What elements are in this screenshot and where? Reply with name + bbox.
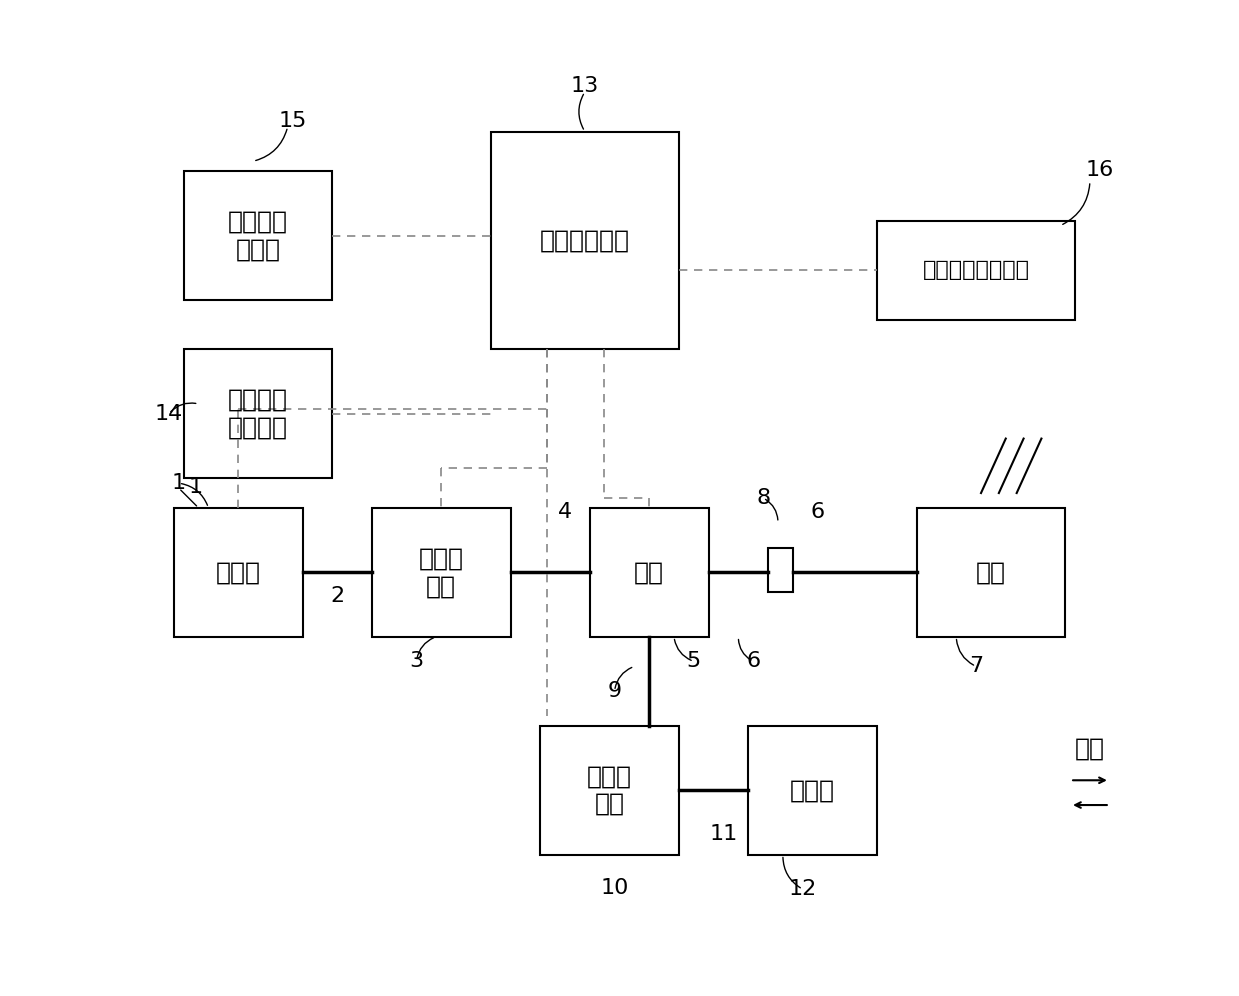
- Text: 空气: 空气: [1075, 736, 1105, 761]
- Text: 4: 4: [558, 502, 572, 522]
- FancyBboxPatch shape: [491, 131, 679, 350]
- FancyBboxPatch shape: [183, 171, 332, 300]
- Text: 炭罐: 炭罐: [634, 561, 664, 585]
- FancyBboxPatch shape: [372, 508, 510, 636]
- FancyBboxPatch shape: [173, 508, 302, 636]
- Text: 油箱: 油箱: [976, 561, 1006, 585]
- Text: 13: 13: [571, 76, 598, 96]
- Text: 1: 1: [188, 477, 203, 497]
- Text: 10: 10: [601, 878, 628, 898]
- Text: 泄漏故障指示模块: 泄漏故障指示模块: [923, 260, 1030, 280]
- FancyBboxPatch shape: [590, 508, 709, 636]
- Text: 11: 11: [710, 824, 737, 844]
- Text: 9: 9: [607, 681, 622, 701]
- Text: 发动机: 发动机: [216, 561, 260, 585]
- Text: 6: 6: [746, 651, 761, 671]
- Text: 电子控制单元: 电子控制单元: [540, 228, 629, 252]
- Text: 发动机水
温传感器: 发动机水 温传感器: [228, 387, 287, 439]
- FancyBboxPatch shape: [748, 726, 877, 855]
- Text: 炭罐截
止阀: 炭罐截 止阀: [587, 764, 632, 816]
- Text: 2: 2: [330, 586, 344, 606]
- Text: 5: 5: [686, 651, 701, 671]
- Text: 炭罐控
制阀: 炭罐控 制阀: [419, 547, 463, 599]
- FancyBboxPatch shape: [768, 548, 793, 592]
- Text: 14: 14: [155, 403, 183, 424]
- FancyBboxPatch shape: [917, 508, 1066, 636]
- Text: 8: 8: [756, 488, 771, 508]
- Text: 6: 6: [810, 502, 825, 522]
- FancyBboxPatch shape: [540, 726, 679, 855]
- FancyBboxPatch shape: [877, 221, 1075, 320]
- FancyBboxPatch shape: [183, 350, 332, 478]
- Text: 15: 15: [279, 111, 307, 130]
- Text: 1: 1: [172, 473, 186, 493]
- Text: 7: 7: [969, 656, 983, 676]
- Text: 16: 16: [1085, 160, 1114, 180]
- Text: 灰滤器: 灰滤器: [790, 778, 835, 802]
- Text: 进气温度
传感器: 进气温度 传感器: [228, 209, 287, 261]
- Text: 3: 3: [409, 651, 424, 671]
- Text: 12: 12: [788, 879, 817, 899]
